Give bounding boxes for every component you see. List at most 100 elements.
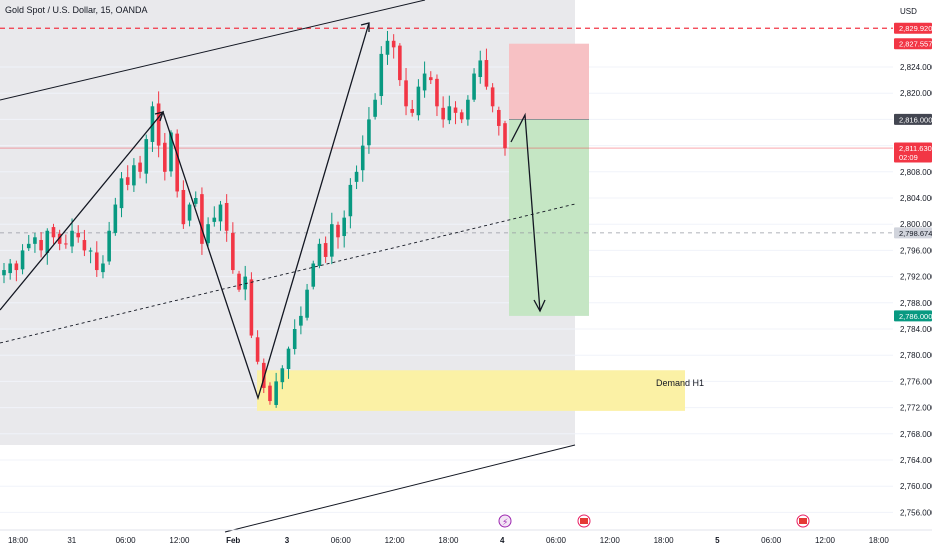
candle-body: [64, 243, 68, 245]
time-tick-label: 12:00: [600, 536, 621, 545]
time-tick-label: 18:00: [869, 536, 890, 545]
candle-body: [354, 171, 359, 182]
candle-body: [348, 184, 353, 217]
time-tick-label: 18:00: [8, 536, 29, 545]
price-tick-label: 2,800.000: [900, 220, 932, 229]
candle-body: [305, 289, 309, 318]
channel-lower-line: [224, 444, 576, 533]
candle-body: [268, 385, 272, 402]
candle-body: [360, 145, 365, 171]
candle-body: [14, 263, 19, 271]
candle-body: [404, 80, 408, 107]
price-badge-label: 2,816.000: [899, 115, 932, 124]
time-axis[interactable]: 18:00 31 06:00 12:00 Feb 3 06:00 12:00 18:00 4 06:…: [0, 529, 932, 545]
price-badge-label: 2,786.000: [899, 312, 932, 321]
candle-body: [82, 240, 87, 251]
candle-body: [119, 178, 124, 209]
time-tick-label: 5: [715, 536, 720, 545]
time-tick-label: 18:00: [438, 536, 459, 545]
us-flag-event-icon-stripes: [799, 518, 807, 524]
channel-midline: [0, 203, 576, 344]
candle-body: [70, 230, 74, 247]
candle-body: [323, 243, 328, 257]
candle-body: [336, 224, 340, 238]
candle-body: [76, 232, 81, 238]
candle-body: [391, 40, 396, 48]
trend-drawings[interactable]: [0, 0, 576, 533]
lightning-event-icon: [498, 514, 512, 528]
candle-body: [169, 132, 173, 172]
event-markers[interactable]: ⚡: [498, 514, 810, 528]
price-badge-countdown: 02:09: [899, 153, 918, 162]
candle-body: [422, 73, 427, 91]
candle-body: [478, 60, 483, 78]
take-profit-zone[interactable]: [509, 119, 589, 316]
currency-label: USD: [900, 7, 917, 16]
price-badge-label: 2,829.920: [899, 24, 932, 33]
candle-body: [428, 77, 433, 81]
time-tick-label: 4: [500, 536, 505, 545]
price-tick-label: 2,788.000: [900, 299, 932, 308]
candle-body: [317, 243, 322, 266]
candle-body: [125, 177, 130, 185]
candle-body: [373, 99, 377, 117]
projection-path: [510, 112, 541, 312]
stop-loss-zone[interactable]: [509, 43, 589, 120]
candle-body: [237, 273, 241, 290]
time-tick-label: 31: [67, 536, 76, 545]
candle-body: [280, 368, 285, 383]
lightning-event-icon-glyph: ⚡: [502, 518, 508, 528]
candle-body: [435, 78, 439, 107]
candle-body: [286, 348, 291, 369]
candle-body: [218, 204, 223, 222]
time-tick-label: 12:00: [815, 536, 836, 545]
price-badge: [894, 38, 932, 50]
candle-body: [132, 165, 136, 186]
candle-body: [206, 224, 210, 244]
candlesticks: [2, 30, 507, 408]
price-badge: [894, 227, 932, 239]
time-tick-label: 12:00: [169, 536, 190, 545]
price-badge: [894, 113, 932, 125]
candle-body: [243, 276, 248, 290]
candle-body: [2, 270, 6, 276]
time-tick-label: 18:00: [654, 536, 675, 545]
price-tick-label: 2,820.000: [900, 89, 932, 98]
time-tick-label: Feb: [226, 536, 240, 545]
candle-body: [224, 202, 229, 231]
candle-body: [261, 362, 266, 388]
candle-body: [175, 133, 179, 192]
price-tick-label: 2,792.000: [900, 273, 932, 282]
candle-body: [193, 198, 198, 204]
zigzag-wave: [0, 22, 370, 401]
candle-body: [26, 243, 31, 249]
candle-body: [144, 139, 149, 174]
candle-body: [274, 381, 278, 405]
price-axis[interactable]: USD 2,824.0002,820.0002,812.0002,808.000…: [894, 7, 932, 517]
candle-body: [398, 45, 402, 81]
candle-body: [163, 142, 167, 172]
candle-body: [484, 60, 489, 87]
time-tick-label: 06:00: [116, 536, 137, 545]
demand-zone[interactable]: [257, 370, 685, 411]
price-tick-label: 2,764.000: [900, 456, 932, 465]
candle-body: [249, 279, 254, 336]
price-badge-label: 2,827.557: [899, 40, 932, 49]
wave-arrowhead: [360, 22, 370, 32]
candle-body: [299, 315, 303, 326]
candle-body: [88, 250, 93, 252]
candle-body: [51, 227, 56, 238]
candle-body: [181, 189, 186, 225]
price-badge: [894, 22, 932, 34]
candle-body: [453, 107, 458, 113]
time-tick-label: 06:00: [331, 536, 352, 545]
candle-body: [57, 233, 62, 244]
time-tick-label: 3: [285, 536, 290, 545]
candle-body: [33, 237, 37, 244]
candle-body: [311, 263, 316, 287]
candle-body: [212, 217, 217, 222]
time-tick-label: 06:00: [761, 536, 782, 545]
candle-body: [459, 112, 464, 120]
